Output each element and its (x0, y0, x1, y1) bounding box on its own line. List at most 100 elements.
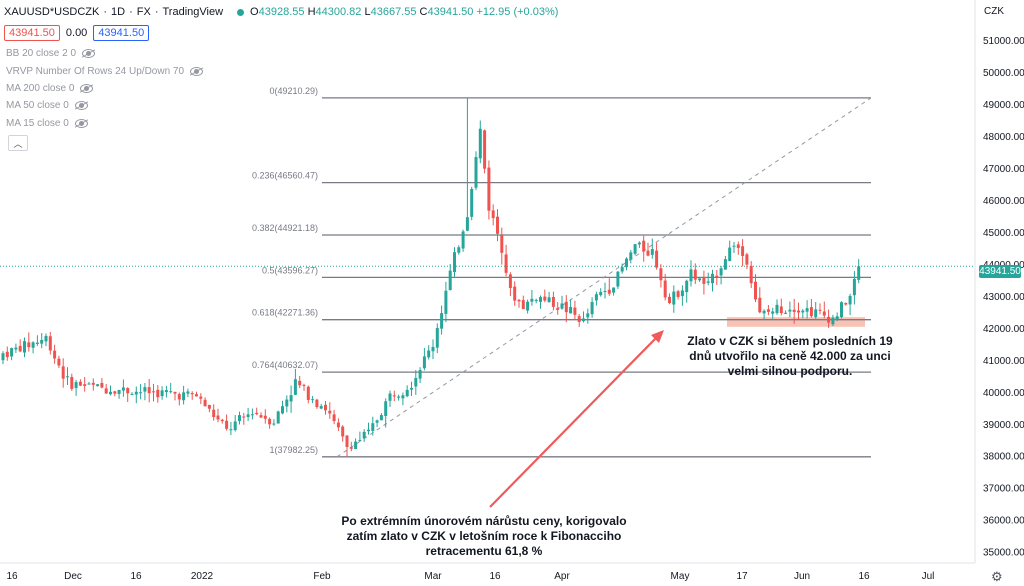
candle-body (40, 339, 44, 344)
candle-body (801, 310, 805, 313)
fib-level-label: 0.236(46560.47) (252, 171, 318, 181)
candle-body (560, 303, 564, 309)
candle-body (453, 252, 456, 273)
candle-body (547, 297, 551, 303)
candle-body (586, 313, 590, 318)
indicator-vrvp[interactable]: VRVP Number Of Rows 24 Up/Down 70 (6, 66, 204, 77)
separator: · (154, 6, 159, 18)
candle-body (711, 273, 714, 284)
candle-body (749, 265, 753, 284)
candle-body (728, 247, 732, 261)
candle-body (530, 298, 534, 302)
candle-body (444, 290, 448, 314)
annotation-arrow (489, 337, 657, 508)
y-tick-label: 38000.00 (983, 452, 1024, 463)
candle-body (14, 347, 18, 350)
candle-body (822, 311, 826, 316)
candle-body (182, 392, 186, 401)
buy-button[interactable]: 43941.50 (93, 25, 150, 41)
candle-body (792, 309, 796, 312)
eye-hidden-icon[interactable] (74, 119, 88, 128)
current-price-label: 43941.50 (979, 265, 1021, 278)
candle-body (160, 390, 164, 397)
candle-body (504, 254, 508, 273)
candle-body (676, 291, 680, 297)
candle-body (233, 421, 237, 431)
candle-body (10, 348, 14, 357)
eye-hidden-icon[interactable] (82, 49, 96, 58)
annotation-fibonacci: Po extrémním únorovém nárůstu ceny, kori… (341, 514, 627, 558)
y-tick-label: 41000.00 (983, 356, 1024, 367)
candle-body (66, 376, 69, 378)
y-tick-label: 46000.00 (983, 196, 1024, 207)
candle-body (5, 351, 9, 358)
candle-body (255, 412, 259, 415)
annotation-support: Zlato v CZK si během posledních 19 dnů u… (687, 334, 893, 378)
candle-body (474, 157, 478, 188)
candle-body (332, 414, 336, 422)
candle-body (281, 406, 284, 414)
candle-body (414, 377, 418, 387)
candle-body (61, 366, 65, 379)
indicator-ma50[interactable]: MA 50 close 0 (6, 100, 88, 111)
candle-body (268, 418, 272, 425)
candle-body (521, 300, 525, 310)
separator: · (103, 6, 108, 18)
candle-body (852, 278, 856, 296)
candle-body (754, 281, 757, 300)
eye-hidden-icon[interactable] (190, 67, 204, 76)
candle-body (242, 416, 246, 418)
candle-body (31, 342, 35, 348)
candle-body (173, 391, 177, 394)
sell-button[interactable]: 43941.50 (4, 25, 60, 41)
indicator-bb[interactable]: BB 20 close 2 0 (6, 48, 96, 59)
symbol-label[interactable]: XAUUSD*USDCZK (4, 6, 100, 18)
fib-level-label: 0.618(42271.36) (252, 308, 318, 318)
candle-body (461, 231, 465, 249)
candle-body (582, 318, 585, 322)
y-tick-label: 35000.00 (983, 548, 1024, 559)
chevron-up-icon[interactable]: ︿ (8, 135, 28, 151)
candle-body (534, 299, 538, 301)
candle-body (543, 296, 547, 301)
candle-body (818, 309, 822, 311)
candle-body (152, 391, 155, 393)
candle-body (762, 310, 766, 314)
candle-body (465, 217, 469, 231)
candle-body (293, 379, 297, 395)
candle-body (130, 394, 134, 396)
candle-body (87, 383, 91, 385)
eye-hidden-icon[interactable] (74, 101, 88, 110)
gear-icon[interactable]: ⚙ (991, 569, 1003, 584)
candle-body (500, 235, 504, 253)
x-tick-label: 16 (489, 571, 501, 582)
candle-body (663, 280, 667, 298)
candle-body (207, 404, 211, 409)
candle-body (289, 395, 293, 402)
candle-body (625, 258, 628, 268)
candle-body (642, 240, 646, 252)
candle-body (702, 277, 706, 284)
fib-level-label: 1(37982.25) (269, 445, 318, 455)
candle-body (693, 269, 697, 280)
candle-body (539, 297, 542, 302)
candle-body (629, 252, 633, 260)
indicator-ma15[interactable]: MA 15 close 0 (6, 118, 88, 129)
ohlc-values: O43928.55 H44300.82 L43667.55 C43941.50 … (250, 6, 559, 18)
eye-hidden-icon[interactable] (80, 84, 94, 93)
candle-body (27, 342, 31, 348)
candle-body (104, 388, 108, 394)
candle-body (689, 269, 693, 282)
candle-body (422, 356, 426, 369)
x-tick-label: 17 (736, 571, 748, 582)
candle-body (732, 245, 736, 247)
candle-body (319, 406, 323, 409)
candle-body (121, 387, 125, 391)
interval-label[interactable]: 1D (111, 6, 126, 18)
candle-body (109, 391, 112, 395)
candle-body (375, 420, 379, 423)
candle-body (719, 268, 723, 276)
indicator-ma200[interactable]: MA 200 close 0 (6, 83, 94, 94)
candle-body (435, 328, 439, 348)
